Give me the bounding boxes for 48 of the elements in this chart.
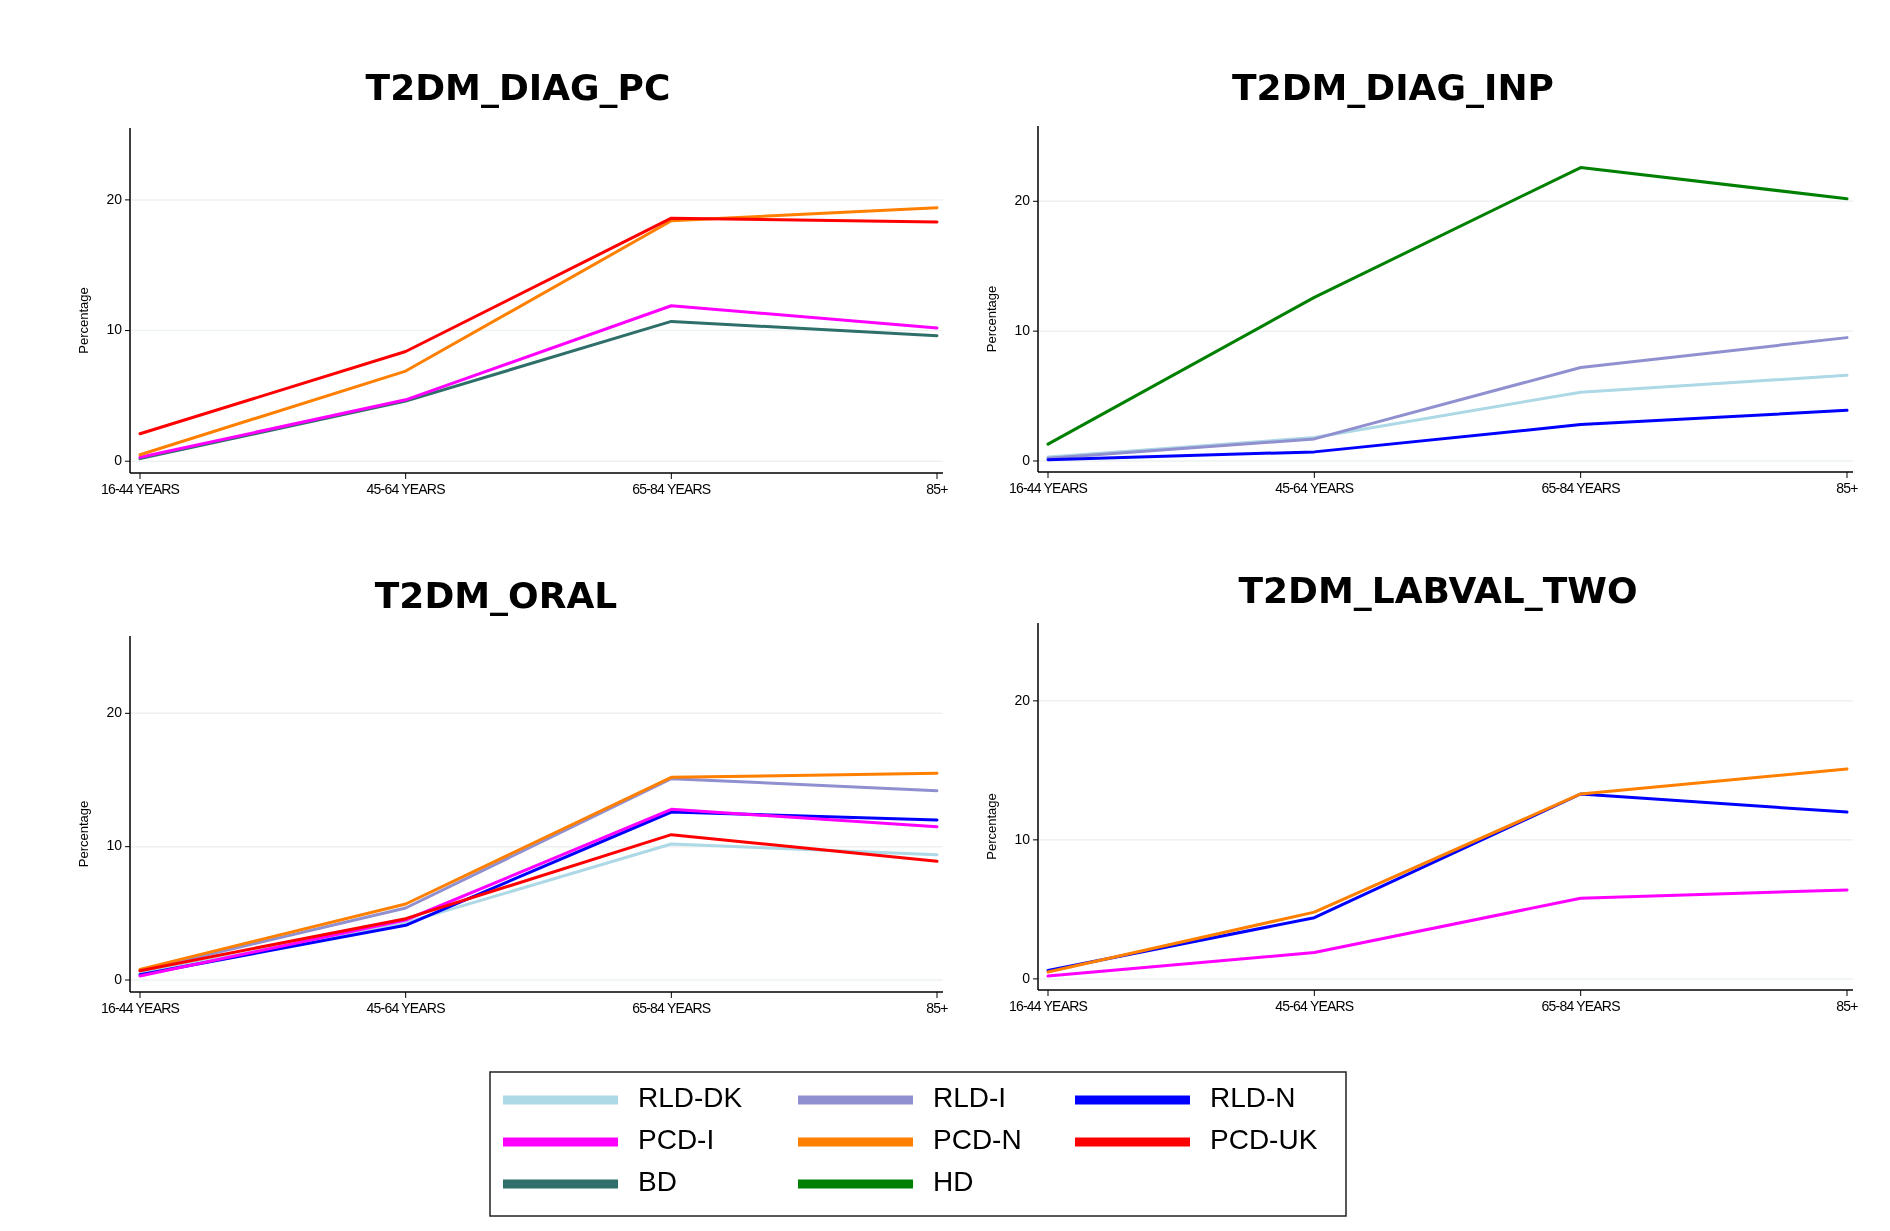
x-tick-label: 65-84 YEARS bbox=[1541, 997, 1621, 1014]
legend-label: PCD-I bbox=[638, 1124, 715, 1156]
x-tick-label: 85+ bbox=[926, 480, 949, 497]
x-tick-label: 16-44 YEARS bbox=[100, 999, 180, 1016]
x-tick-label: 85+ bbox=[1836, 997, 1859, 1014]
x-tick-label: 45-64 YEARS bbox=[1275, 997, 1354, 1014]
line-series bbox=[1046, 408, 1849, 462]
y-tick-label: 0 bbox=[114, 451, 123, 468]
legend-label: PCD-UK bbox=[1210, 1124, 1318, 1156]
x-tick-label: 85+ bbox=[926, 999, 949, 1016]
y-tick-label: 20 bbox=[106, 704, 123, 721]
y-tick-label: 0 bbox=[1022, 451, 1031, 468]
chart-title: T2DM_DIAG_PC bbox=[365, 67, 671, 108]
y-tick-label: 0 bbox=[1022, 969, 1031, 986]
line-series bbox=[1046, 888, 1849, 978]
legend-label: PCD-N bbox=[933, 1124, 1022, 1156]
y-tick-label: 20 bbox=[1014, 192, 1031, 209]
legend-label: BD bbox=[638, 1166, 677, 1198]
x-tick-label: 85+ bbox=[1836, 479, 1859, 496]
x-tick-label: 16-44 YEARS bbox=[100, 480, 180, 497]
y-tick-label: 20 bbox=[106, 190, 123, 207]
x-tick-label: 16-44 YEARS bbox=[1008, 997, 1088, 1014]
y-axis-title: Percentage bbox=[76, 800, 91, 868]
chart-title: T2DM_LABVAL_TWO bbox=[1238, 570, 1638, 611]
x-tick-label: 16-44 YEARS bbox=[1008, 479, 1088, 496]
legend-label: RLD-DK bbox=[638, 1082, 743, 1114]
legend-label: HD bbox=[933, 1166, 974, 1198]
y-tick-label: 10 bbox=[1014, 830, 1031, 847]
y-tick-label: 10 bbox=[106, 837, 123, 854]
line-series bbox=[1046, 166, 1849, 446]
chart-title: T2DM_DIAG_INP bbox=[1232, 67, 1554, 108]
x-tick-label: 65-84 YEARS bbox=[632, 999, 711, 1016]
y-tick-label: 10 bbox=[1014, 321, 1031, 338]
legend-label: RLD-N bbox=[1210, 1082, 1296, 1114]
y-axis-title: Percentage bbox=[984, 793, 999, 860]
chart-title: T2DM_ORAL bbox=[374, 575, 618, 616]
y-tick-label: 20 bbox=[1014, 691, 1031, 708]
x-tick-label: 65-84 YEARS bbox=[632, 480, 711, 497]
y-tick-label: 10 bbox=[106, 321, 123, 338]
y-axis-title: Percentage bbox=[76, 287, 91, 354]
y-axis-title: Percentage bbox=[984, 285, 999, 353]
legend-label: RLD-I bbox=[933, 1082, 1007, 1114]
x-tick-label: 45-64 YEARS bbox=[1275, 479, 1354, 496]
x-tick-label: 65-84 YEARS bbox=[1541, 479, 1621, 496]
line-series bbox=[1046, 336, 1849, 460]
y-tick-label: 0 bbox=[114, 970, 123, 987]
x-tick-label: 45-64 YEARS bbox=[366, 480, 446, 497]
x-tick-label: 45-64 YEARS bbox=[366, 999, 446, 1016]
